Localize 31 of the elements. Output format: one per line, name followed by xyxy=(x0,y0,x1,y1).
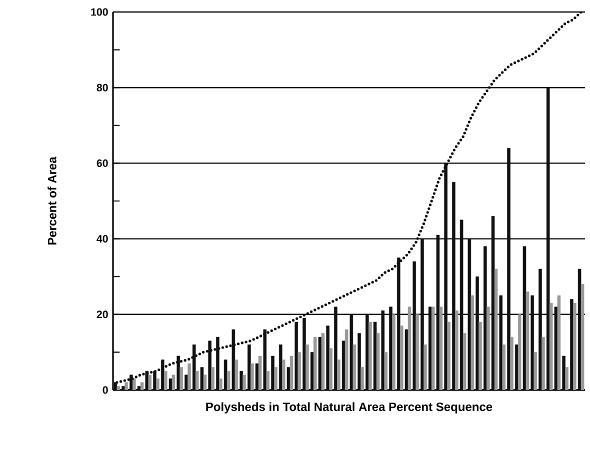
bar xyxy=(278,344,282,390)
bar xyxy=(538,268,542,390)
bar xyxy=(271,356,274,390)
y-tick-label: 100 xyxy=(91,8,108,16)
bar xyxy=(184,374,188,390)
bar xyxy=(428,306,432,390)
bar xyxy=(514,344,518,390)
bar xyxy=(546,87,550,390)
bar xyxy=(452,182,456,390)
bar xyxy=(570,299,574,390)
bar xyxy=(358,333,361,390)
y-tick-label: 20 xyxy=(96,310,108,318)
bar xyxy=(507,148,510,390)
y-tick-label: 60 xyxy=(96,159,108,167)
bar xyxy=(350,314,354,390)
bar xyxy=(484,246,487,390)
bar xyxy=(334,306,338,390)
x-axis-title: Polysheds in Total Natural Area Percent Sequence xyxy=(206,402,492,414)
bar xyxy=(436,234,440,390)
y-axis-title: Percent of Area xyxy=(48,156,56,245)
bar xyxy=(248,344,251,390)
bar xyxy=(460,220,464,390)
y-tick-label: 0 xyxy=(102,386,108,394)
y-tick-label: 80 xyxy=(96,84,108,92)
bar xyxy=(366,314,369,390)
bar xyxy=(310,352,314,390)
y-tick-label: 40 xyxy=(96,235,108,243)
bar xyxy=(499,295,503,390)
bar xyxy=(476,276,479,390)
bar xyxy=(530,295,534,390)
bar xyxy=(381,310,385,390)
